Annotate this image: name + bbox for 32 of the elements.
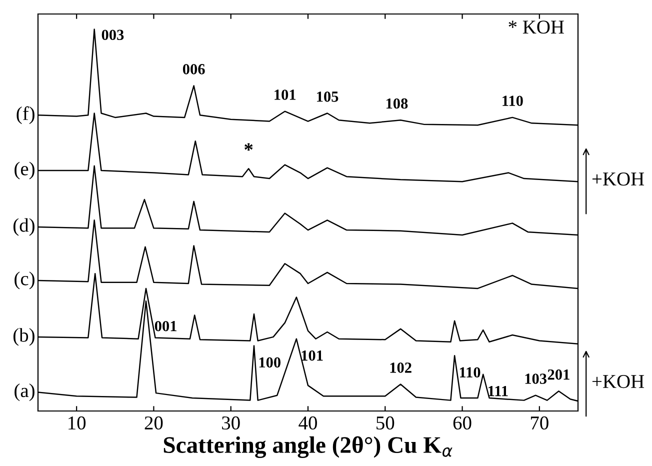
x-tick-label: 70 <box>530 416 548 430</box>
text: +KOH <box>592 172 644 186</box>
x-tick-label: 50 <box>376 416 394 430</box>
x-tick-label: 20 <box>144 416 163 430</box>
x-tick-label: 60 <box>453 416 472 430</box>
annotation: * KOH <box>508 20 564 34</box>
annotation: 101 <box>302 350 323 361</box>
annotation: 102 <box>390 362 412 373</box>
series-label: (f) <box>16 106 34 124</box>
annotation: 101 <box>274 90 296 100</box>
annotation: 100 <box>259 357 280 368</box>
x-tick-label: 40 <box>298 416 317 430</box>
series-label: (d) <box>13 218 34 236</box>
annotation: 001 <box>154 320 176 332</box>
annotation: 006 <box>182 64 205 74</box>
series-label: (e) <box>14 162 34 180</box>
annotation: 110 <box>502 96 523 106</box>
x-tick-label: 10 <box>68 416 86 430</box>
series-label: (a) <box>14 383 34 402</box>
x-axis-title: Scattering angle (2θ°) Cu K$_{α}$ <box>164 436 452 458</box>
text: +KOH <box>592 375 644 388</box>
annotation: 201 <box>548 369 570 380</box>
annotation: 110 <box>460 367 480 378</box>
x-tick-label: 30 <box>222 416 240 430</box>
annotation: * <box>244 143 253 151</box>
annotation: 108 <box>386 98 408 109</box>
annotation: 111 <box>488 386 508 396</box>
annotation: 003 <box>102 30 124 40</box>
annotation: 103 <box>525 374 547 384</box>
series-label: (b) <box>13 328 34 346</box>
series-label: (c) <box>14 272 34 290</box>
annotation: 105 <box>317 92 338 102</box>
